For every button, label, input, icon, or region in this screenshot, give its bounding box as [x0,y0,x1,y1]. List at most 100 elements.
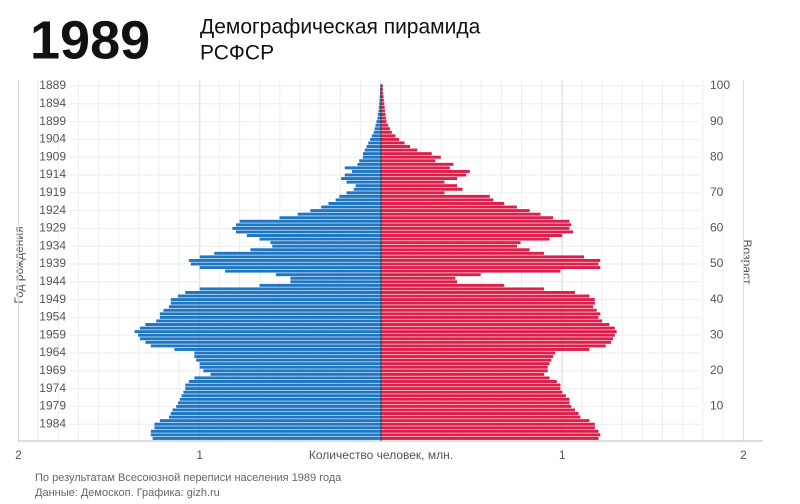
bar [381,84,383,88]
y2-tick-label: 20 [710,363,724,377]
bar [259,237,381,241]
bar [381,433,601,437]
bar [335,198,381,202]
bar [381,173,467,177]
x-tick-label: 2 [740,448,747,462]
bar [138,333,381,337]
bar [170,298,381,302]
bar [381,404,572,408]
bar [239,219,381,223]
bar [381,226,570,230]
bar [381,429,599,433]
bar [194,355,381,359]
bar [381,159,436,163]
bar [159,315,381,319]
bar [275,273,381,277]
bar [381,340,612,344]
bar [176,404,381,408]
bar [168,415,381,419]
bar [381,422,595,426]
bar [381,372,545,376]
bar [381,273,481,277]
bar [381,91,384,95]
footnote: По результатам Всесоюзной переписи насел… [35,472,342,484]
bar [381,291,575,294]
bar [170,412,381,415]
bar [181,394,381,398]
bar [381,194,490,198]
bar [377,116,381,120]
y-tick-label: 1909 [39,149,66,163]
bar [328,202,381,205]
bar [381,280,458,284]
bar [381,344,606,348]
bar [376,120,381,124]
bar [381,337,613,341]
bar [381,287,545,291]
bar [368,141,381,145]
bar [178,401,381,405]
chart-subtitle: РСФСР [200,42,274,65]
bar [374,127,381,131]
bar [156,319,381,323]
bar [179,397,381,401]
y-tick-label: 1939 [39,256,66,270]
bar [381,212,541,216]
bar [199,362,381,366]
y-tick-label: 1889 [39,78,66,92]
bar [236,230,381,234]
bar [381,180,445,184]
bar [381,148,418,152]
y-tick-label: 1984 [39,416,66,430]
bar [371,134,381,138]
bar [381,301,595,305]
bar [381,412,579,415]
bar [381,419,590,423]
bar [381,269,561,273]
bar [214,251,381,255]
bar [381,408,575,412]
bar [381,141,405,145]
bar [346,191,381,195]
bar [381,145,410,148]
bar [381,134,396,138]
bar [344,173,381,177]
bar [381,248,530,252]
bar [381,102,385,106]
bar [381,120,387,124]
bar [381,155,441,159]
bar [199,287,381,291]
bar [172,408,381,412]
y2-tick-label: 40 [710,292,724,306]
bar [210,372,381,376]
bar [381,283,505,287]
bar [381,347,590,351]
y-tick-label: 1944 [39,274,66,288]
bar [381,355,554,359]
bar [378,109,381,113]
bar [381,319,603,323]
bar [232,226,381,230]
bar [297,212,381,216]
bar [381,305,594,309]
bar [381,130,392,134]
bar [366,145,381,148]
bar [381,202,505,205]
bar [381,415,581,419]
bar [381,88,383,92]
bar [381,298,595,302]
bar [381,205,517,209]
y-tick-label: 1974 [39,381,66,395]
bar [310,209,381,213]
bar [381,113,386,116]
bar [272,244,381,248]
bar [199,365,381,369]
bar [150,433,381,437]
bar [339,194,381,198]
x-tick-label: 1 [196,448,203,462]
y2-tick-label: 90 [710,114,724,128]
y-tick-label: 1919 [39,185,66,199]
bar [359,159,381,163]
bar [381,362,550,366]
bar [145,323,381,326]
